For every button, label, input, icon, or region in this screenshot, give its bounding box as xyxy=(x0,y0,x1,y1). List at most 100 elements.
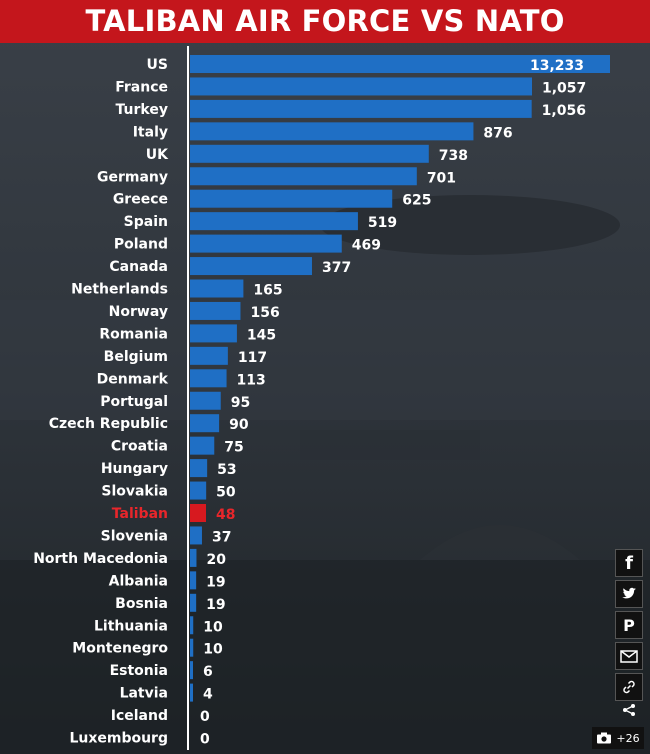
bar-belgium xyxy=(190,346,228,365)
bar-france xyxy=(190,77,532,96)
category-label-slovakia: Slovakia xyxy=(101,484,168,500)
bar-romania xyxy=(190,324,237,343)
value-label-spain: 519 xyxy=(368,215,397,231)
value-label-germany: 701 xyxy=(427,170,456,186)
gallery-button[interactable]: +26 xyxy=(592,727,644,749)
bar-taliban xyxy=(190,504,206,522)
category-label-luxembourg: Luxembourg xyxy=(69,731,168,747)
category-label-belgium: Belgium xyxy=(104,349,168,365)
category-label-romania: Romania xyxy=(99,326,168,342)
bar-latvia xyxy=(190,683,193,702)
value-label-montenegro: 10 xyxy=(203,642,223,658)
bar-greece xyxy=(190,189,393,208)
bar-czech-republic xyxy=(190,414,220,433)
bar-lithuania xyxy=(190,616,194,635)
category-label-netherlands: Netherlands xyxy=(71,282,168,298)
share-icon[interactable] xyxy=(615,696,643,724)
value-label-estonia: 6 xyxy=(203,664,213,680)
value-label-portugal: 95 xyxy=(231,395,250,411)
category-label-croatia: Croatia xyxy=(111,439,168,455)
category-label-uk: UK xyxy=(146,147,169,163)
value-label-netherlands: 165 xyxy=(253,283,282,299)
value-label-denmark: 113 xyxy=(237,372,266,388)
category-label-turkey: Turkey xyxy=(116,102,168,118)
value-label-italy: 876 xyxy=(483,125,512,141)
category-label-france: France xyxy=(115,79,168,95)
category-label-albania: Albania xyxy=(109,573,168,589)
category-label-denmark: Denmark xyxy=(97,371,169,387)
value-label-belgium: 117 xyxy=(238,350,267,366)
bar-hungary xyxy=(190,459,208,478)
value-label-uk: 738 xyxy=(439,148,468,164)
value-label-us: 13,233 xyxy=(530,58,584,74)
bar-poland xyxy=(190,234,342,253)
value-label-canada: 377 xyxy=(322,260,351,276)
category-label-latvia: Latvia xyxy=(120,686,168,702)
twitter-icon[interactable] xyxy=(615,580,643,608)
category-label-greece: Greece xyxy=(113,192,168,208)
value-label-norway: 156 xyxy=(250,305,279,321)
value-label-north-macedonia: 20 xyxy=(206,552,226,568)
bar-bosnia xyxy=(190,593,197,612)
link-icon[interactable] xyxy=(615,673,643,701)
bar-netherlands xyxy=(190,279,244,298)
bar-norway xyxy=(190,301,241,320)
category-label-estonia: Estonia xyxy=(110,663,168,679)
category-label-canada: Canada xyxy=(109,259,168,275)
pinterest-icon[interactable]: P xyxy=(615,611,643,639)
value-label-latvia: 4 xyxy=(203,687,213,703)
bar-uk xyxy=(190,144,429,163)
bar-slovenia xyxy=(190,526,202,545)
value-label-france: 1,057 xyxy=(542,80,586,96)
camera-icon xyxy=(597,732,612,744)
category-label-italy: Italy xyxy=(133,124,168,140)
value-label-albania: 19 xyxy=(206,574,225,590)
value-label-poland: 469 xyxy=(352,238,381,254)
bar-estonia xyxy=(190,661,193,680)
bar-portugal xyxy=(190,391,221,410)
category-label-czech-republic: Czech Republic xyxy=(49,416,168,432)
value-label-hungary: 53 xyxy=(217,462,236,478)
value-label-bosnia: 19 xyxy=(206,597,225,613)
bar-canada xyxy=(190,257,312,276)
category-label-germany: Germany xyxy=(97,169,168,185)
bar-italy xyxy=(190,122,474,141)
bar-denmark xyxy=(190,369,227,388)
bar-turkey xyxy=(190,99,532,118)
bar-spain xyxy=(190,212,358,231)
category-label-iceland: Iceland xyxy=(111,708,168,724)
email-icon[interactable] xyxy=(615,642,643,670)
category-label-us: US xyxy=(147,57,168,73)
value-label-romania: 145 xyxy=(247,327,276,343)
bar-slovakia xyxy=(190,481,207,500)
category-label-slovenia: Slovenia xyxy=(101,528,168,544)
category-label-hungary: Hungary xyxy=(101,461,168,477)
value-label-greece: 625 xyxy=(402,193,431,209)
category-label-poland: Poland xyxy=(114,237,168,253)
category-label-bosnia: Bosnia xyxy=(115,596,168,612)
value-label-slovakia: 50 xyxy=(216,485,236,501)
value-label-taliban: 48 xyxy=(216,507,235,523)
facebook-icon[interactable]: f xyxy=(615,549,643,577)
category-label-spain: Spain xyxy=(124,214,168,230)
category-label-portugal: Portugal xyxy=(100,394,168,410)
page-title: TALIBAN AIR FORCE VS NATO xyxy=(0,0,650,43)
bar-croatia xyxy=(190,436,215,455)
bar-north-macedonia xyxy=(190,548,197,567)
gallery-count: +26 xyxy=(616,731,640,745)
category-label-north-macedonia: North Macedonia xyxy=(33,551,168,567)
value-label-iceland: 0 xyxy=(200,709,210,725)
value-label-luxembourg: 0 xyxy=(200,732,210,748)
category-label-lithuania: Lithuania xyxy=(94,618,168,634)
bar-germany xyxy=(190,167,417,186)
bar-us xyxy=(190,55,610,73)
category-label-norway: Norway xyxy=(109,304,168,320)
bar-montenegro xyxy=(190,638,194,657)
value-label-slovenia: 37 xyxy=(212,529,231,545)
category-label-montenegro: Montenegro xyxy=(72,641,168,657)
bar-albania xyxy=(190,571,197,590)
value-label-lithuania: 10 xyxy=(203,619,223,635)
value-label-czech-republic: 90 xyxy=(229,417,249,433)
value-label-turkey: 1,056 xyxy=(542,103,586,119)
